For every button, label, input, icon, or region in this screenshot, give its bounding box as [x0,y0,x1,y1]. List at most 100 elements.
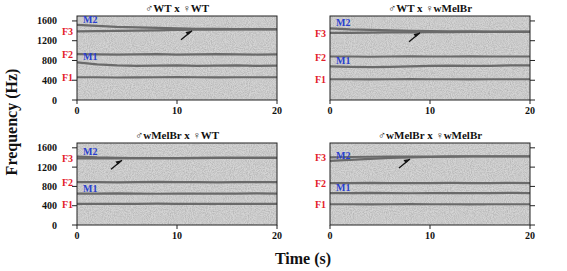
x-tick [177,225,178,229]
x-tick-label: 10 [172,230,182,241]
x-tick [530,100,531,104]
x-tick [530,225,531,229]
series-label: F2 [315,178,326,189]
panel-title: ♂WT x ♀WT [145,2,210,14]
y-tick [72,80,77,81]
x-tick-label: 20 [272,105,282,116]
y-tick [530,60,535,61]
x-tick-label: 10 [172,105,182,116]
harmonic-line [77,157,277,160]
y-tick [72,60,77,61]
y-tick [530,147,535,148]
y-tick [72,186,77,187]
series-label: M1 [83,51,97,62]
series-label: F3 [62,153,73,164]
y-tick [72,20,77,21]
x-tick [277,100,278,104]
x-tick [77,225,78,229]
y-tick [530,205,535,206]
harmonic-line [330,78,530,80]
x-tick-label: 0 [75,230,80,241]
frame [330,143,530,225]
x-tick [330,225,331,229]
y-tick [530,225,535,226]
harmonic-line [77,203,277,205]
arrow [409,33,420,42]
series-label: M2 [83,14,97,25]
frame [330,16,530,100]
arrow [111,160,122,169]
x-tick [330,100,331,104]
plot-area [330,156,530,204]
spectrogram-noise [77,16,277,100]
y-tick [72,40,77,41]
x-tick [77,100,78,104]
panel-title: ♂wMelBr x ♀wMelBr [378,129,482,141]
y-tick [72,100,77,101]
y-tick [530,40,535,41]
harmonic-line [330,192,530,195]
spectrogram-noise [330,16,530,100]
series-label: F1 [62,199,73,210]
harmonic-line [77,157,277,159]
x-tick [430,225,431,229]
harmonic-line [77,181,277,184]
arrow [399,159,410,168]
x-tick [430,100,431,104]
y-tick-label: 0 [52,95,57,106]
harmonic-line [330,55,530,58]
x-tick [177,100,178,104]
x-tick-label: 20 [525,230,535,241]
y-tick [530,167,535,168]
harmonic-line [330,182,530,185]
x-tick-label: 0 [75,105,80,116]
y-tick [72,225,77,226]
series-label: F3 [315,28,326,39]
y-tick [530,186,535,187]
series-label: F3 [315,152,326,163]
y-tick-label: 0 [52,220,57,231]
frame [77,16,277,100]
series-label: M2 [83,146,97,157]
y-tick [72,167,77,168]
x-tick-label: 0 [328,105,333,116]
harmonic-line [77,53,277,56]
figure: F1 M1 F2 F3 M2 0 400 800 1200 1600 0 10 20 ♂WT x ♀WT F… [0,0,567,271]
series-label: F2 [62,177,73,188]
x-tick-label: 20 [272,230,282,241]
y-tick-label: 400 [42,75,57,86]
series-label: M2 [336,150,350,161]
x-tick-label: 20 [525,105,535,116]
harmonic-line [77,76,277,79]
x-tick [277,225,278,229]
y-tick [72,147,77,148]
series-label: M1 [336,55,350,66]
series-label: M2 [336,17,350,28]
x-tick-label: 10 [425,105,435,116]
y-tick [72,205,77,206]
y-tick [530,20,535,21]
harmonic-line [330,28,530,31]
harmonic-line [77,25,277,29]
y-tick-label: 1200 [37,162,57,173]
arrow [181,31,192,40]
x-axis-label: Time (s) [275,250,331,268]
y-axis-label: Frequency (Hz) [3,69,21,176]
x-tick-label: 0 [328,230,333,241]
spectrogram-noise [77,143,277,225]
series-label: M1 [336,182,350,193]
series-label: F1 [315,199,326,210]
panel-title: ♂WT x ♀wMelBr [388,2,472,14]
spectrogram-bg [77,143,277,225]
harmonic-line [77,192,277,195]
plot-area [77,25,277,78]
plot-area [330,28,530,79]
y-tick-label: 1600 [37,15,57,26]
spectrogram-bg [330,16,530,100]
harmonic-line [330,157,530,161]
x-tick-label: 10 [425,230,435,241]
series-label: F2 [62,49,73,60]
harmonic-line [330,65,530,67]
panel-title: ♂wMelBr x ♀WT [135,129,220,141]
y-tick-label: 800 [42,181,57,192]
